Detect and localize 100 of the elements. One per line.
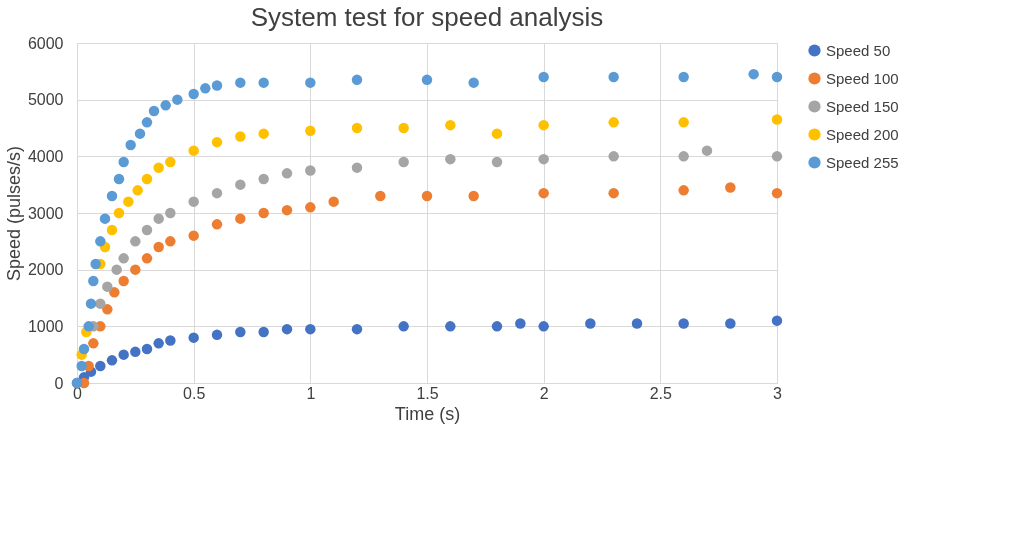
x-axis-title: Time (s): [394, 403, 461, 424]
legend-label: Speed 150: [826, 97, 899, 115]
point: [111, 264, 122, 275]
y-tick-label: 2000: [27, 261, 64, 279]
point: [608, 151, 619, 162]
point: [130, 346, 141, 358]
point: [95, 360, 106, 372]
point: [132, 185, 143, 196]
point: [678, 117, 689, 128]
point: [491, 321, 503, 332]
point: [141, 253, 153, 264]
point: [153, 162, 164, 173]
point: [160, 100, 171, 111]
point: [258, 173, 269, 185]
point: [106, 224, 118, 236]
point: [123, 196, 134, 207]
point: [631, 318, 643, 329]
point: [130, 264, 141, 275]
point: [538, 153, 549, 165]
y-tick-label: 1000: [27, 317, 64, 335]
point: [585, 318, 596, 329]
point: [141, 117, 153, 128]
point: [305, 77, 316, 88]
point: [725, 182, 736, 193]
point: [211, 80, 223, 91]
point: [188, 230, 199, 241]
x-tick-label: 1.5: [416, 384, 439, 402]
point: [258, 326, 269, 338]
point: [235, 213, 246, 224]
point: [678, 151, 689, 162]
point: [113, 173, 125, 185]
point: [141, 343, 153, 355]
point: [118, 349, 129, 360]
point: [78, 343, 90, 355]
legend-label: Speed 50: [826, 41, 891, 59]
point: [748, 68, 759, 80]
point: [258, 207, 269, 219]
point: [305, 323, 316, 335]
point: [538, 71, 549, 83]
point: [538, 119, 549, 131]
x-tick-label: 1: [306, 384, 316, 402]
point: [141, 224, 153, 236]
point: [258, 128, 269, 139]
point: [375, 190, 386, 202]
point: [491, 156, 503, 168]
point: [165, 335, 176, 346]
point: [608, 187, 619, 199]
point: [125, 139, 136, 151]
x-tick-label: 2.5: [649, 384, 673, 402]
point: [235, 179, 246, 190]
point: [538, 321, 549, 332]
x-tick-label: 3: [773, 384, 783, 402]
point: [771, 71, 783, 83]
point: [141, 173, 153, 185]
point: [398, 321, 409, 332]
x-tick-label: 2: [539, 384, 549, 402]
point: [90, 258, 101, 270]
point: [608, 71, 619, 83]
point: [211, 136, 223, 148]
y-axis-title: Speed (pulses/s): [3, 145, 24, 282]
point: [445, 321, 456, 332]
point: [351, 122, 363, 134]
point: [134, 128, 146, 139]
point: [153, 241, 164, 253]
x-tick-label: 0.5: [183, 384, 206, 402]
chart-title: System test for speed analysis: [250, 2, 604, 32]
point: [608, 117, 619, 128]
point: [153, 338, 164, 349]
point: [771, 187, 783, 199]
point: [211, 219, 223, 230]
point: [118, 275, 129, 287]
point: [491, 128, 503, 139]
point: [113, 207, 125, 219]
point: [398, 156, 409, 168]
point: [235, 77, 246, 88]
point: [83, 321, 94, 332]
point: [305, 202, 316, 213]
point: [468, 190, 479, 202]
point: [305, 165, 316, 176]
point: [771, 315, 783, 326]
point: [188, 196, 199, 207]
point: [85, 298, 97, 309]
point: [678, 71, 689, 83]
point: [102, 304, 113, 315]
point: [281, 168, 293, 179]
point: [76, 360, 87, 372]
point: [538, 187, 549, 199]
point: [351, 162, 363, 173]
legend-label: Speed 255: [826, 153, 899, 171]
y-tick-label: 6000: [27, 34, 64, 52]
point: [95, 298, 106, 309]
point: [165, 156, 176, 168]
point: [305, 125, 316, 137]
point: [106, 190, 118, 202]
y-tick-label: 3000: [27, 204, 64, 222]
point: [351, 323, 363, 335]
point: [211, 329, 223, 341]
point: [99, 213, 111, 224]
point: [106, 355, 118, 366]
point: [421, 190, 433, 202]
